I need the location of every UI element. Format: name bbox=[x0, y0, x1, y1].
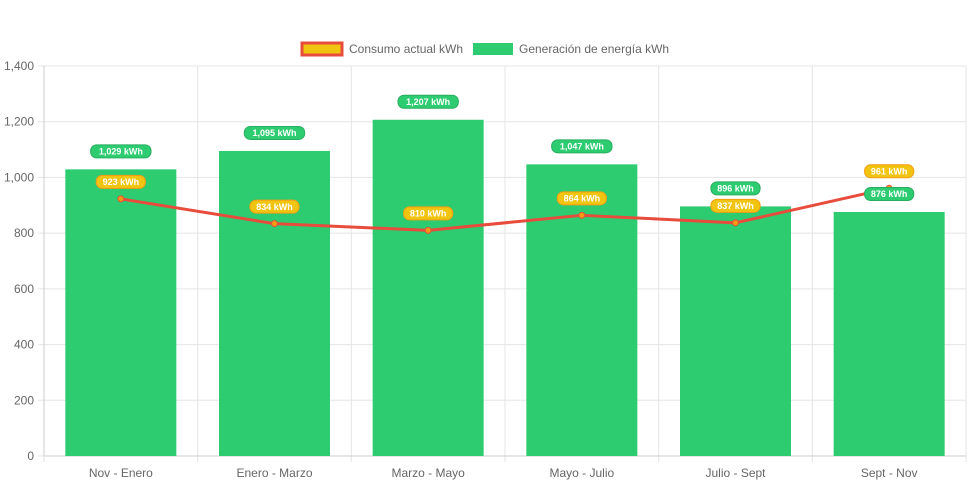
line-data-label-bg bbox=[403, 206, 454, 221]
line-data-label: 923 kWh bbox=[103, 177, 140, 187]
line-data-label: 961 kWh bbox=[871, 166, 908, 176]
bar-data-label-bg bbox=[710, 181, 761, 196]
line-data-label: 810 kWh bbox=[410, 209, 447, 219]
legend-label-consumo[interactable]: Consumo actual kWh bbox=[349, 42, 463, 56]
line-data-label-bg bbox=[95, 174, 146, 189]
bar-data-label: 876 kWh bbox=[871, 189, 908, 199]
y-tick-label: 1,000 bbox=[4, 170, 34, 184]
y-tick-label: 600 bbox=[14, 282, 34, 296]
data-labels: 1,029 kWh 1,095 kWh 1,207 kWh 1,047 kWh 896 … bbox=[90, 94, 915, 221]
bar[interactable] bbox=[680, 206, 791, 456]
line-data-label: 834 kWh bbox=[256, 202, 293, 212]
y-tick-label: 800 bbox=[14, 226, 34, 240]
bar[interactable] bbox=[372, 119, 484, 456]
line-data-label: 864 kWh bbox=[564, 194, 601, 204]
y-tick-label: 200 bbox=[14, 393, 34, 407]
y-tick-label: 1,200 bbox=[4, 115, 34, 129]
line-point[interactable] bbox=[732, 219, 739, 227]
bar-data-label: 896 kWh bbox=[717, 184, 754, 194]
bar[interactable] bbox=[65, 169, 177, 456]
bar-data-label-bg bbox=[90, 144, 152, 159]
x-tick-label: Julio - Sept bbox=[705, 466, 766, 480]
bar-data-label-bg bbox=[397, 94, 459, 109]
line-point[interactable] bbox=[271, 220, 278, 228]
consumption-line bbox=[120, 186, 890, 232]
bar-data-label-bg bbox=[243, 125, 306, 140]
x-tick-label: Sept - Nov bbox=[861, 466, 918, 480]
legend-label-generacion[interactable]: Generación de energía kWh bbox=[519, 42, 669, 56]
line-data-label-bg bbox=[249, 199, 300, 214]
bar-series bbox=[65, 119, 945, 457]
bar[interactable] bbox=[219, 150, 330, 456]
y-tick-label: 1,400 bbox=[4, 59, 34, 73]
legend-swatch-consumo bbox=[300, 41, 344, 57]
bar-data-label-bg bbox=[551, 139, 613, 154]
x-tick-label: Enero - Marzo bbox=[236, 466, 312, 480]
bar-data-label: 1,095 kWh bbox=[252, 128, 296, 138]
line-data-label-bg bbox=[556, 191, 607, 206]
y-tick-label: 400 bbox=[14, 338, 34, 352]
x-tick-label: Mayo - Julio bbox=[549, 466, 614, 480]
line-point[interactable] bbox=[578, 211, 586, 219]
bar[interactable] bbox=[833, 211, 945, 456]
grid bbox=[38, 65, 967, 462]
bar[interactable] bbox=[526, 164, 638, 457]
bar-data-label: 1,047 kWh bbox=[560, 142, 604, 152]
bar-data-label-bg bbox=[864, 186, 915, 201]
bar-data-label: 1,029 kWh bbox=[99, 147, 143, 157]
bar-data-label: 1,207 kWh bbox=[406, 97, 450, 107]
line-point[interactable] bbox=[424, 226, 432, 234]
x-tick-label: Nov - Enero bbox=[89, 466, 153, 480]
x-tick-label: Marzo - Mayo bbox=[391, 466, 465, 480]
axes: 0 200 400 600 800 1,000 1,200 1,400 Nov - Enero E… bbox=[4, 59, 966, 480]
line-data-label-bg bbox=[710, 198, 761, 213]
line-data-label: 837 kWh bbox=[717, 201, 754, 211]
legend[interactable]: Consumo actual kWh Generación de energía … bbox=[300, 41, 669, 57]
y-tick-label: 0 bbox=[27, 449, 34, 463]
line-point[interactable] bbox=[117, 195, 125, 203]
line-data-label-bg bbox=[864, 164, 915, 179]
legend-swatch-generacion bbox=[473, 43, 513, 55]
